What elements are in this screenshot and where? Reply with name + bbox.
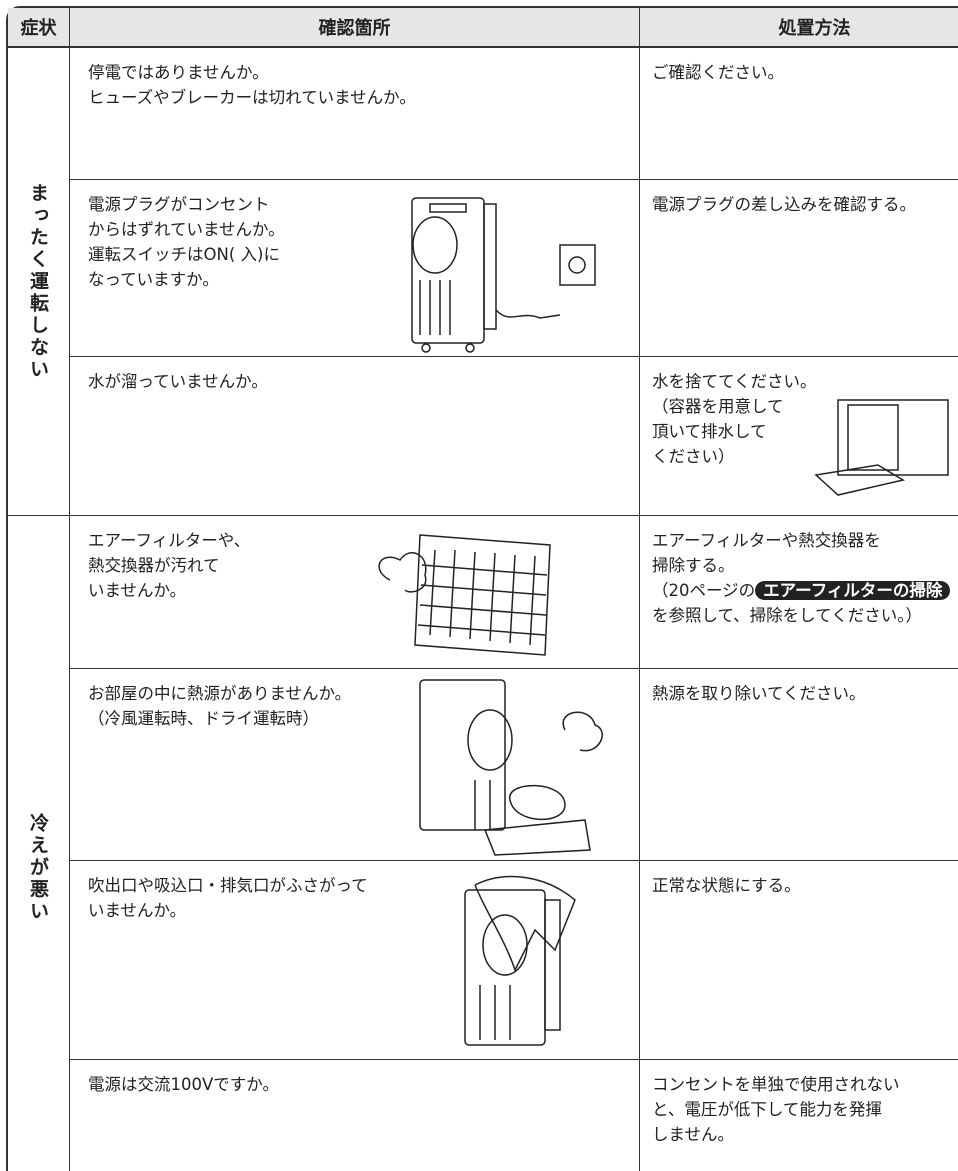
text-line: 頂いて排水して xyxy=(652,422,767,441)
text-line: 水が溜っていませんか。 xyxy=(88,372,268,391)
remedy-cell xyxy=(640,48,958,180)
text-line: いませんか。 xyxy=(88,901,187,920)
remedy-text: エアーフィルターや熱交換器を 掃除する。 （20ページの エアーフィルターの掃除を参照… xyxy=(652,528,952,628)
illustration-filter xyxy=(378,534,551,656)
text-line: 熱源を取り除いてください。 xyxy=(652,684,866,703)
text-line: 電源プラグの差し込みを確認する。 xyxy=(652,195,916,214)
reference: （20ページの エアーフィルターの掃除を参照して、掃除をしてください。） xyxy=(652,578,952,628)
header-cell: 確認箇所 xyxy=(70,8,640,48)
text-line: ください） xyxy=(652,447,735,466)
text-line: （容器を用意して xyxy=(652,397,784,416)
check-cell xyxy=(70,180,640,357)
check-cell xyxy=(70,669,640,861)
text-line: 正常な状態にする。 xyxy=(652,876,801,895)
text-line: なっていますか。 xyxy=(88,270,219,289)
remedy-text: 電源プラグの差し込みを確認する。 xyxy=(652,192,952,217)
symptom-cell: まったく運転しない xyxy=(8,48,70,516)
check-cell xyxy=(70,357,640,516)
check-cell xyxy=(70,1060,640,1171)
text-line: 水を捨ててください。 xyxy=(652,372,817,391)
reference-before: （20ページの xyxy=(652,581,756,600)
remedy-cell xyxy=(640,861,958,1060)
check-text: 停電ではありませんか。ヒューズやブレーカーは切れていませんか。 xyxy=(88,60,416,110)
check-text: お部屋の中に熱源がありませんか。 （冷風運転時、ドライ運転時） xyxy=(88,681,351,731)
reference-after: を参照して、掃除をしてください。） xyxy=(652,606,922,625)
remedy-cell xyxy=(640,180,958,357)
check-text: エアーフィルターや、 熱交換器が汚れて いませんか。 xyxy=(88,528,250,603)
text-line: 停電ではありませんか。 xyxy=(88,63,269,82)
text-line: 熱交換器が汚れて xyxy=(88,556,220,575)
remedy-cell xyxy=(640,669,958,861)
check-text: 電源は交流100Vですか。 xyxy=(88,1072,279,1097)
text-line: いませんか。 xyxy=(88,581,187,600)
remedy-text: ご確認ください。 xyxy=(652,60,952,85)
text-line: 吹出口や吸込口・排気口がふさがって xyxy=(88,876,368,895)
illustration-drain xyxy=(814,399,949,496)
text-line: からはずれていませんか。 xyxy=(88,220,285,239)
header-cell: 症状 xyxy=(8,8,70,48)
text-line: エアーフィルターや、 xyxy=(88,531,251,550)
check-text: 水が溜っていませんか。 xyxy=(88,369,268,394)
text-line: 電源は交流100Vですか。 xyxy=(88,1075,279,1094)
illustration-unit-plug xyxy=(411,197,596,353)
check-cell xyxy=(70,861,640,1060)
remedy-text: 熱源を取り除いてください。 xyxy=(652,681,952,706)
text-line: お部屋の中に熱源がありませんか。 xyxy=(88,684,352,703)
text-line: 電源プラグがコンセント xyxy=(88,195,270,214)
remedy-cell xyxy=(640,357,958,516)
check-cell xyxy=(70,48,640,180)
remedy-text: 水を捨ててください。 （容器を用意して 頂いて排水して ください） xyxy=(652,369,952,469)
text-line: エアーフィルターや熱交換器を xyxy=(652,531,881,550)
check-text: 吹出口や吸込口・排気口がふさがって いませんか。 xyxy=(88,873,368,923)
remedy-cell xyxy=(640,516,958,669)
text-line: ヒューズやブレーカーは切れていませんか。 xyxy=(88,88,416,107)
remedy-text: 正常な状態にする。 xyxy=(652,873,952,898)
header-cell: 処置方法 xyxy=(640,8,958,48)
illustration-heat xyxy=(419,679,603,856)
table-frame xyxy=(6,6,958,1171)
illustration-blocked xyxy=(464,875,576,1046)
remedy-text: コンセントを単独で使用されない と、電圧が低下して能力を発揮 しません。 xyxy=(652,1072,952,1147)
symptom-cell: 冷えが悪い xyxy=(8,516,70,1171)
text-line: コンセントを単独で使用されない xyxy=(652,1075,900,1094)
text-line: ご確認ください。 xyxy=(652,63,784,82)
text-line: しません。 xyxy=(652,1125,735,1144)
check-cell xyxy=(70,516,640,669)
text-line: 掃除する。 xyxy=(652,556,735,575)
text-line: 運転スイッチはON( 入)に xyxy=(88,245,280,264)
text-line: （冷風運転時、ドライ運転時） xyxy=(88,709,319,728)
check-text: 電源プラグがコンセント からはずれていませんか。 運転スイッチはON( 入)に なって… xyxy=(88,192,285,292)
text-line: と、電圧が低下して能力を発揮 xyxy=(652,1100,882,1119)
reference-link[interactable]: エアーフィルターの掃除 xyxy=(755,581,951,600)
